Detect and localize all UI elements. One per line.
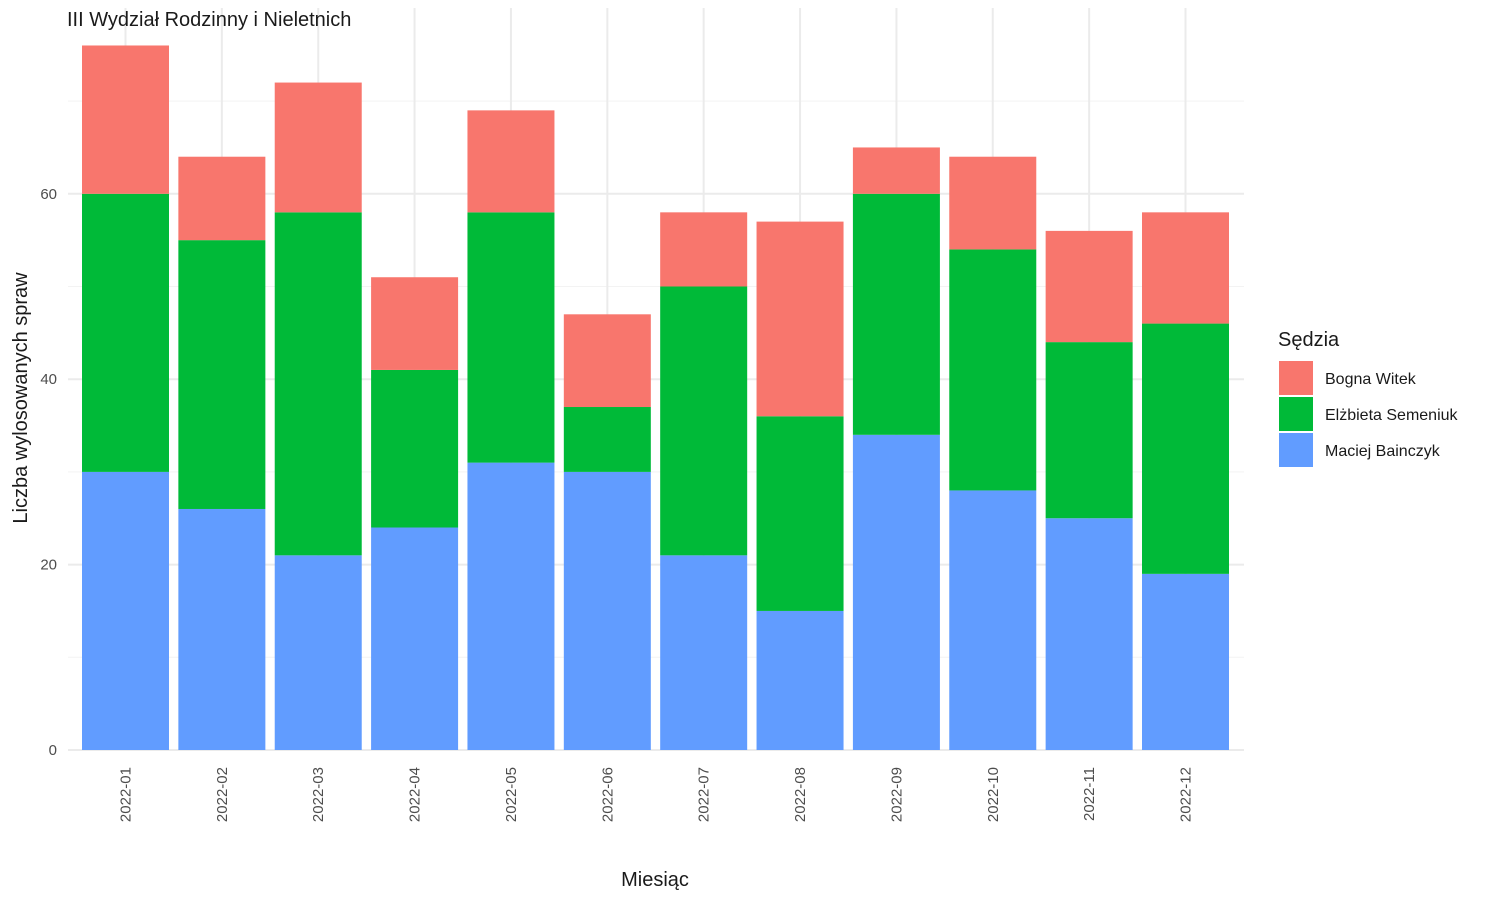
bar-stack-2022-02: [178, 156, 266, 750]
bar-stack-2022-09: [852, 147, 940, 750]
bar-stack-2022-11: [1045, 230, 1133, 750]
bar-segment: [756, 221, 844, 417]
y-tick-label: 60: [40, 186, 57, 203]
legend-item: Bogna Witek: [1279, 361, 1417, 395]
x-tick-label: 2022-08: [792, 767, 809, 822]
bar-segment: [756, 416, 844, 611]
bar-stack-2022-08: [756, 221, 844, 750]
bar-segment: [852, 434, 940, 750]
legend-swatch: [1279, 397, 1313, 431]
legend-item: Maciej Bainczyk: [1279, 433, 1441, 467]
bar-segment: [371, 277, 459, 370]
legend-item: Elżbieta Semeniuk: [1279, 397, 1459, 431]
bar-stack-2022-10: [949, 156, 1037, 750]
bar-segment: [1142, 323, 1229, 574]
bar-stack-2022-04: [371, 277, 459, 750]
bar-segment: [1045, 518, 1133, 750]
bar-segment: [178, 156, 266, 241]
bar-segment: [178, 508, 266, 750]
x-tick-label: 2022-02: [214, 767, 231, 822]
bar-segment: [274, 212, 362, 556]
legend-items: Bogna Witek Elżbieta Semeniuk Maciej Bainc…: [1279, 361, 1459, 467]
y-axis-ticks: 0 20 40 60: [40, 186, 57, 759]
x-tick-label: 2022-10: [985, 767, 1002, 822]
y-tick-label: 0: [49, 742, 57, 759]
bar-segment: [371, 527, 459, 750]
bar-segment: [82, 45, 169, 194]
bar-segment: [660, 286, 748, 556]
bar-segment: [563, 407, 651, 472]
x-tick-label: 2022-07: [696, 767, 713, 822]
bar-segment: [660, 555, 748, 750]
bar-segment: [467, 462, 555, 750]
bar-stack-2022-07: [660, 212, 748, 750]
chart-title: III Wydział Rodzinny i Nieletnich: [67, 9, 351, 31]
bar-stack-2022-12: [1142, 212, 1229, 750]
bar-segment: [1142, 573, 1229, 750]
x-tick-label: 2022-09: [888, 767, 905, 822]
bar-segment: [852, 193, 940, 435]
legend-title: Sędzia: [1278, 329, 1340, 351]
bar-segment: [178, 240, 266, 509]
bar-segment: [563, 471, 651, 750]
bar-segment: [274, 82, 362, 213]
legend-swatch: [1279, 433, 1313, 467]
legend-swatch: [1279, 361, 1313, 395]
legend-label: Bogna Witek: [1325, 371, 1417, 388]
bar-segment: [1142, 212, 1229, 324]
bars: [82, 45, 1229, 750]
x-axis-title: Miesiąc: [621, 869, 689, 891]
bar-segment: [371, 369, 459, 528]
y-tick-label: 40: [40, 371, 57, 388]
legend: Sędzia Bogna Witek Elżbieta Semeniuk Macie…: [1278, 329, 1459, 467]
bar-segment: [82, 471, 169, 750]
x-tick-label: 2022-11: [1081, 767, 1098, 821]
bar-segment: [274, 555, 362, 750]
bar-stack-2022-06: [563, 314, 651, 750]
legend-label: Maciej Bainczyk: [1325, 443, 1441, 460]
legend-label: Elżbieta Semeniuk: [1325, 407, 1459, 424]
bar-segment: [563, 314, 651, 408]
x-tick-label: 2022-03: [310, 767, 327, 822]
bar-segment: [852, 147, 940, 194]
x-tick-label: 2022-06: [599, 767, 616, 822]
bar-stack-2022-03: [274, 82, 362, 750]
bar-stack-2022-01: [82, 45, 169, 750]
x-tick-label: 2022-05: [503, 767, 520, 822]
bar-segment: [949, 490, 1037, 750]
y-axis-title: Liczba wylosowanych spraw: [10, 272, 32, 524]
bar-segment: [1045, 230, 1133, 343]
bar-segment: [1045, 342, 1133, 519]
bar-segment: [949, 249, 1037, 491]
bar-segment: [756, 610, 844, 750]
x-tick-label: 2022-01: [118, 767, 135, 822]
bar-segment: [660, 212, 748, 287]
bar-segment: [467, 110, 555, 213]
bar-segment: [467, 212, 555, 463]
x-tick-label: 2022-04: [407, 767, 424, 822]
x-axis-ticks: 2022-01 2022-02 2022-03 2022-04 2022-05 2022-…: [118, 767, 1195, 822]
bar-segment: [949, 156, 1037, 250]
x-tick-label: 2022-12: [1178, 767, 1195, 822]
y-tick-label: 20: [40, 557, 57, 574]
bar-segment: [82, 193, 169, 472]
bar-stack-2022-05: [467, 110, 555, 750]
